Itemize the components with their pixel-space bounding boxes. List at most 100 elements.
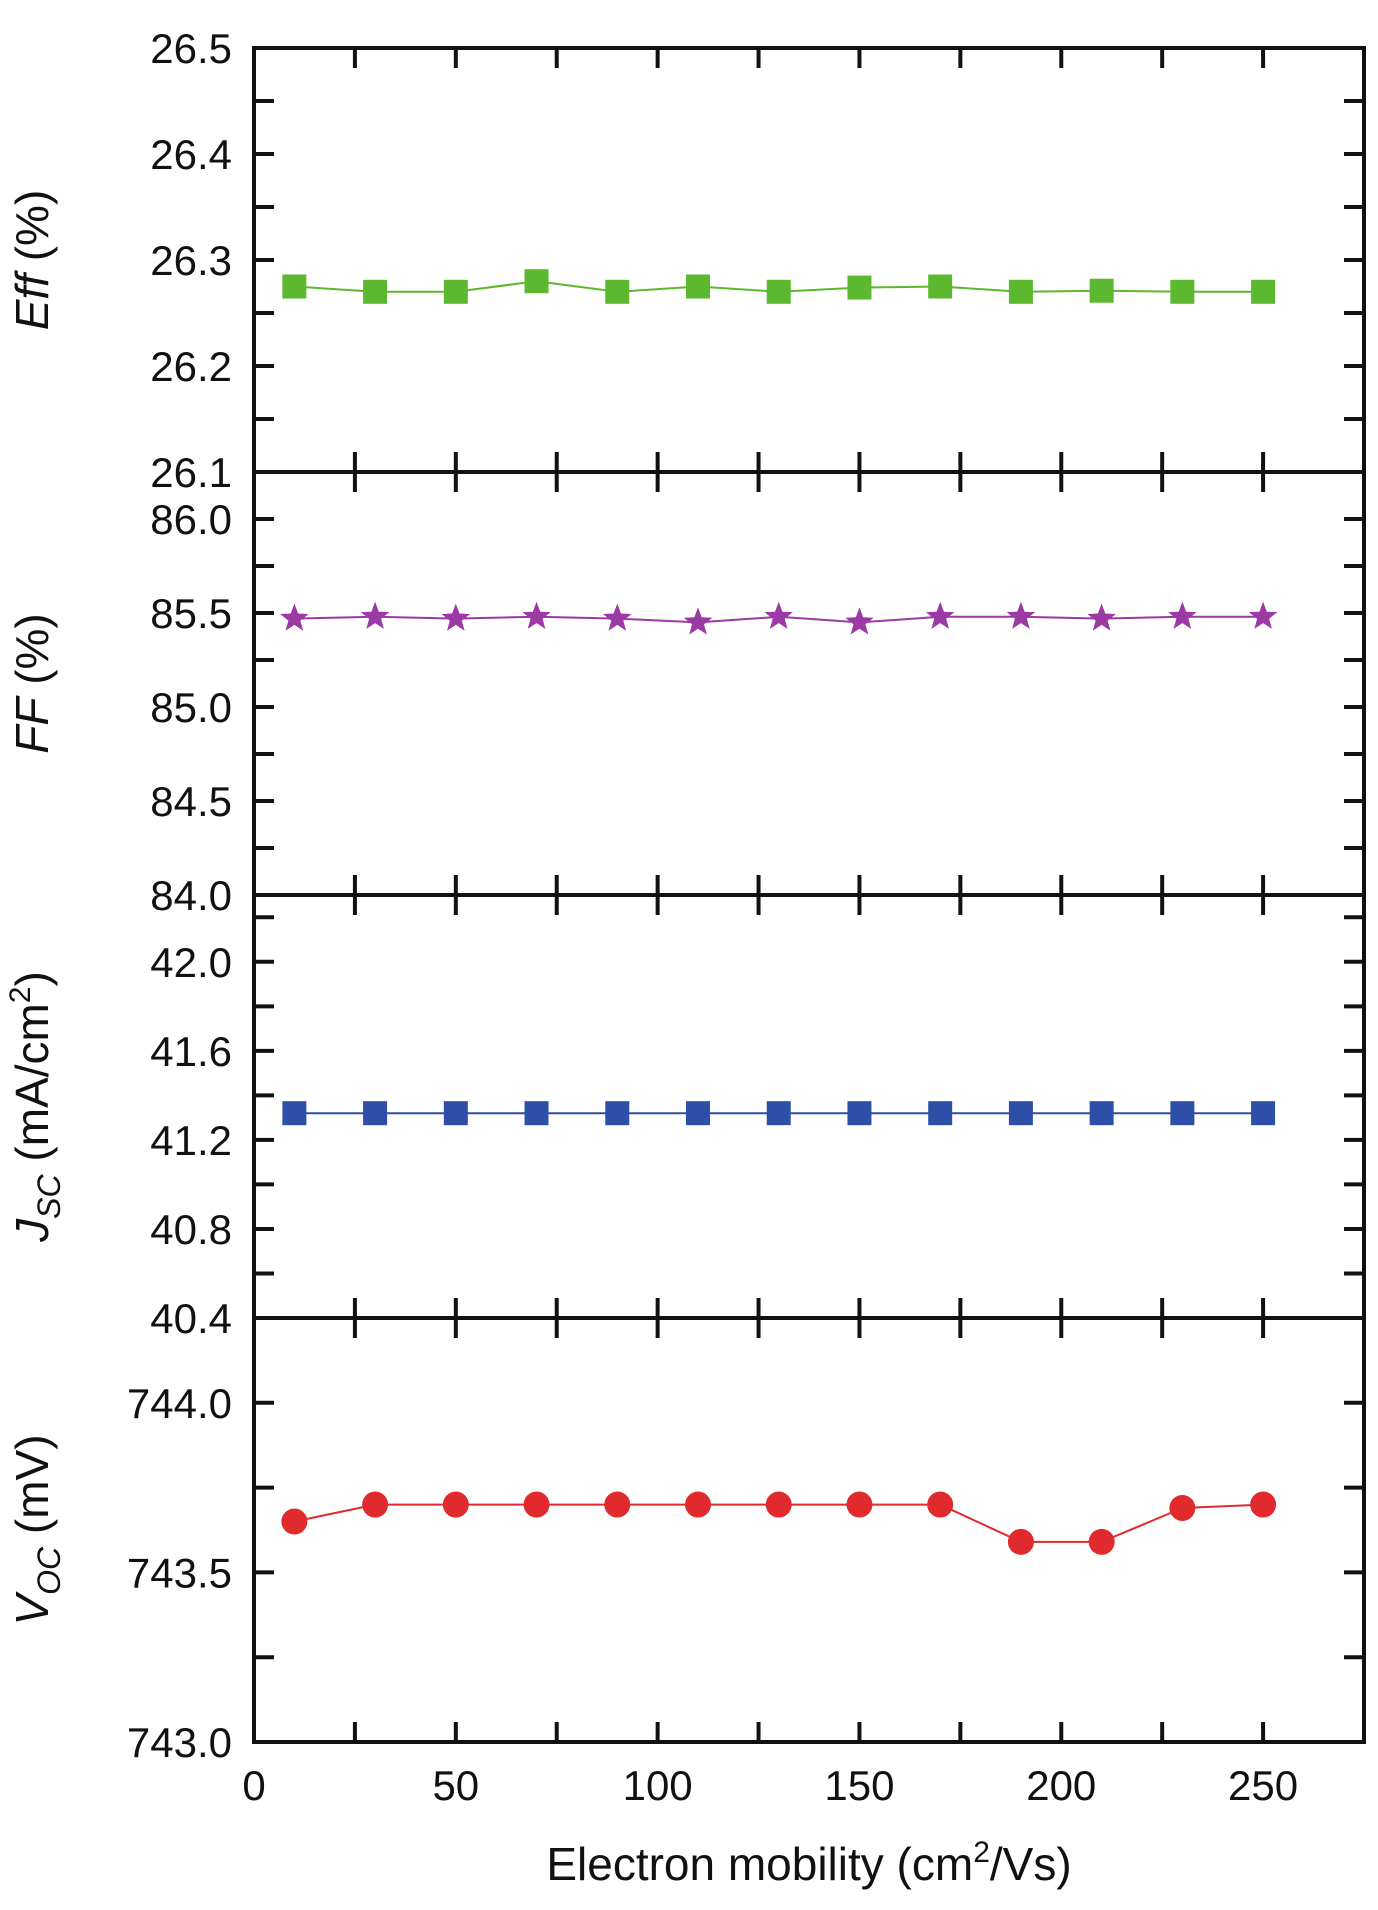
x-label-post: /Vs) [990,1838,1072,1890]
panel-2: 84.0 84.5 85.0 85.5 86.0 FF (%) [6,470,1366,919]
data-point [524,269,549,294]
data-point [1088,1528,1115,1555]
data-point [685,1491,711,1518]
y-tick-label: 85.0 [150,684,232,731]
x-tick-label: 0 [242,1762,265,1809]
data-point [1251,1101,1276,1126]
panel-frame [252,893,1366,1320]
data-point [1007,1528,1034,1555]
data-point [362,1491,389,1518]
data-point [605,1101,630,1126]
data-point [443,1101,468,1126]
data-point [686,1101,710,1126]
panel-frame [252,46,1366,474]
y-tick-label: 26.1 [150,449,232,496]
data-point [282,1101,307,1126]
data-point [925,601,955,629]
data-point [1089,278,1114,303]
data-point [524,1101,549,1126]
y-tick-label: 84.0 [150,872,232,919]
data-point [1006,601,1036,629]
y-label-sub: SC [31,1173,67,1218]
data-point [928,1101,953,1126]
y-tick-label: 85.5 [150,590,232,637]
panel-1: 26.1 26.2 26.3 26.4 26.5 Eff (%) [6,25,1366,496]
y-label-sub: OC [31,1546,67,1595]
data-point [1089,1101,1114,1126]
data-point [360,601,390,629]
y-label-main: J [6,1218,58,1243]
x-label-sup: 2 [973,1836,990,1869]
data-point [1008,1101,1033,1126]
data-point [683,607,713,635]
y-label-main: V [6,1591,58,1626]
data-point [765,1491,792,1518]
y-axis-label: VOC (mV) [6,1434,67,1625]
y-tick-label: 743.0 [127,1719,232,1766]
data-point [766,1101,791,1126]
data-point [443,279,468,304]
y-tick-label: 86.0 [150,496,232,543]
y-label-unit: (%) [6,190,58,274]
y-label-main: FF [6,695,58,754]
data-point [604,1491,631,1518]
data-point [1008,279,1033,304]
data-point [766,279,791,304]
x-tick-label: 200 [1026,1762,1096,1809]
data-point [281,1508,308,1535]
data-point [1168,601,1197,629]
y-axis-label: Eff (%) [6,190,58,331]
data-point [686,274,710,299]
panel-frame [252,470,1366,897]
data-point [1169,1494,1196,1521]
y-tick-label: 41.6 [150,1028,232,1075]
x-label-pre: Electron mobility (cm [546,1838,973,1890]
data-point [847,275,872,300]
x-tick-label: 250 [1228,1762,1298,1809]
data-point [282,274,307,299]
data-point [1170,1101,1195,1126]
data-point [845,607,874,635]
y-label-unit: (mV) [6,1434,58,1546]
data-point [442,1491,469,1518]
y-tick-label: 26.2 [150,343,232,390]
y-label-unit: (mA/cm [6,1003,58,1174]
panel-frame [252,1316,1366,1744]
data-point [1251,279,1276,304]
data-point [846,1491,873,1518]
y-axis-label: JSC (mA/cm2) [4,971,67,1243]
y-tick-label: 40.4 [150,1295,232,1342]
y-tick-label: 26.4 [150,131,232,178]
data-point [280,603,309,631]
panel-4: 743.0 743.5 744.0 VOC (mV) [6,1316,1366,1766]
data-point [1087,603,1116,631]
x-tick-label: 100 [623,1762,693,1809]
y-label-main: Eff [6,270,58,330]
x-tick-label: 150 [824,1762,894,1809]
panel-3: 40.4 40.8 41.2 41.6 42.0 JSC (mA/cm2) [4,893,1366,1342]
y-label-unit: (%) [6,613,58,697]
y-tick-label: 26.5 [150,25,232,72]
data-point [764,601,793,629]
x-axis-label: Electron mobility (cm2/Vs) [546,1836,1071,1890]
y-tick-label: 744.0 [127,1380,232,1427]
y-tick-label: 41.2 [150,1117,232,1164]
y-tick-label: 26.3 [150,237,232,284]
data-point [1170,279,1195,304]
data-point [927,1491,954,1518]
data-point [603,603,632,631]
data-point [1250,1491,1277,1518]
y-label-unit-tail: ) [6,971,58,986]
data-point [928,274,953,299]
y-tick-label: 743.5 [127,1549,232,1596]
x-tick-label: 50 [432,1762,479,1809]
data-point [363,1101,388,1126]
y-tick-label: 40.8 [150,1206,232,1253]
data-point [522,601,551,629]
data-point [847,1101,872,1126]
y-tick-label: 84.5 [150,778,232,825]
y-label-unit-sup: 2 [4,986,37,1003]
data-point [441,603,471,631]
data-point [605,279,630,304]
